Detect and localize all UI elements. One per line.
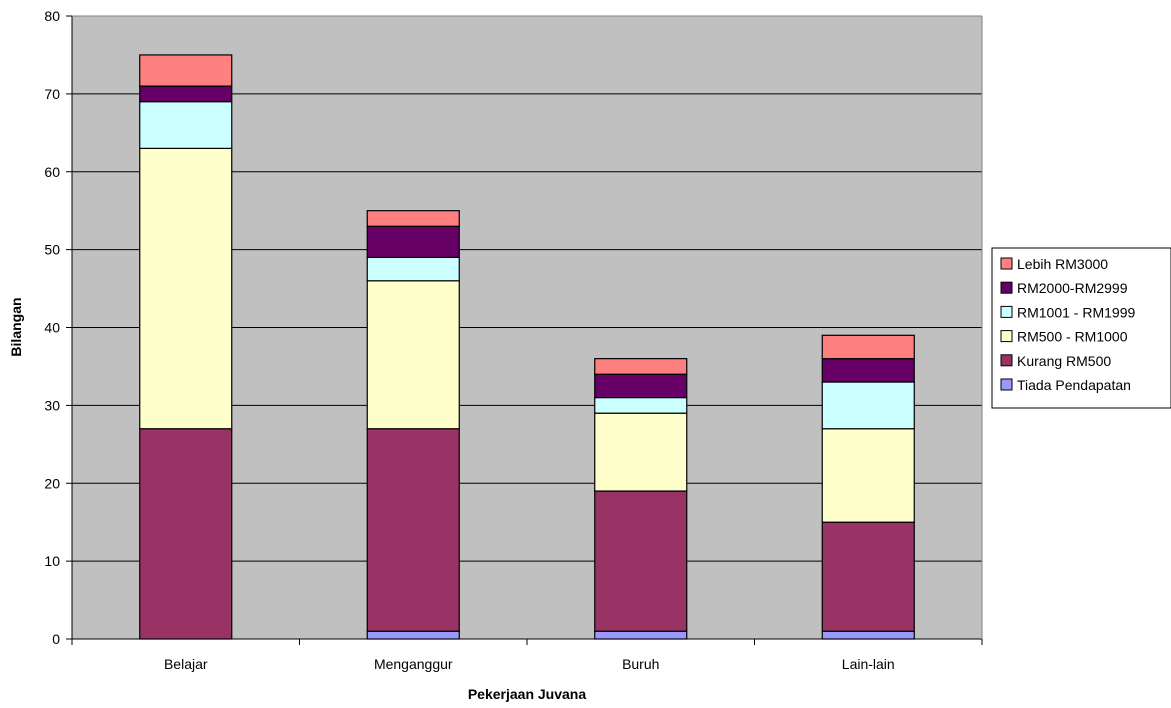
y-tick-label: 50 [44,242,60,258]
legend-swatch [1000,257,1013,270]
x-tick-label: Menganggur [374,656,453,672]
y-tick-label: 20 [44,475,60,491]
y-tick-label: 80 [44,8,60,24]
legend-label: RM2000-RM2999 [1017,280,1128,296]
y-axis-ticks: 0 10 20 30 40 50 60 70 80 [44,8,72,647]
legend-label: Tiada Pendapatan [1017,377,1131,393]
y-tick-label: 10 [44,553,60,569]
y-tick-label: 40 [44,320,60,336]
bar-segment [594,630,688,640]
bar-segment [594,490,688,632]
x-tick-label: Buruh [622,656,659,672]
bar-segment [366,210,460,227]
x-tick-label: Belajar [164,656,208,672]
legend-box [991,247,1171,409]
legend-swatch [1000,330,1013,343]
y-tick-label: 30 [44,397,60,413]
bar-segment [821,428,915,523]
y-tick-label: 70 [44,86,60,102]
y-axis-title: Bilangan [8,297,24,356]
bar-segment [821,358,915,383]
bar-segment [594,396,688,414]
bar-segment [139,85,233,103]
legend-label: Kurang RM500 [1017,353,1111,369]
bar-segment [821,521,915,632]
legend-label: RM1001 - RM1999 [1017,304,1135,320]
bar-segment [139,428,233,640]
legend-label: Lebih RM3000 [1017,256,1108,272]
legend-label: RM500 - RM1000 [1017,329,1128,345]
x-tick-label: Lain-lain [842,656,895,672]
legend-swatch [1000,354,1013,367]
bar-segment [139,147,233,430]
y-tick-label: 0 [52,631,60,647]
bar-segment [366,256,460,282]
bar-segment [366,280,460,430]
bar-segment [594,373,688,399]
x-axis-ticks: Belajar Menganggur Buruh Lain-lain [71,639,983,672]
legend-swatch [1000,378,1013,391]
bar-segment [366,428,460,632]
x-axis-title: Pekerjaan Juvana [468,686,587,702]
legend-items: Lebih RM3000 RM2000-RM2999 RM1001 - RM1999… [1000,256,1135,393]
bar-segment [821,381,915,430]
bar-segment [139,54,233,87]
legend-swatch [1000,305,1013,318]
y-tick-label: 60 [44,164,60,180]
bar-segment [594,358,688,375]
bar-segment [594,412,688,492]
bar-segment [821,334,915,360]
legend-swatch [1000,281,1013,294]
bar-segment [366,630,460,640]
bar-segment [366,225,460,259]
legend: Lebih RM3000 RM2000-RM2999 RM1001 - RM1999… [991,247,1171,409]
bar-segment [139,101,233,149]
bar-segment [821,630,915,640]
bars [139,54,915,640]
axes [71,15,983,640]
